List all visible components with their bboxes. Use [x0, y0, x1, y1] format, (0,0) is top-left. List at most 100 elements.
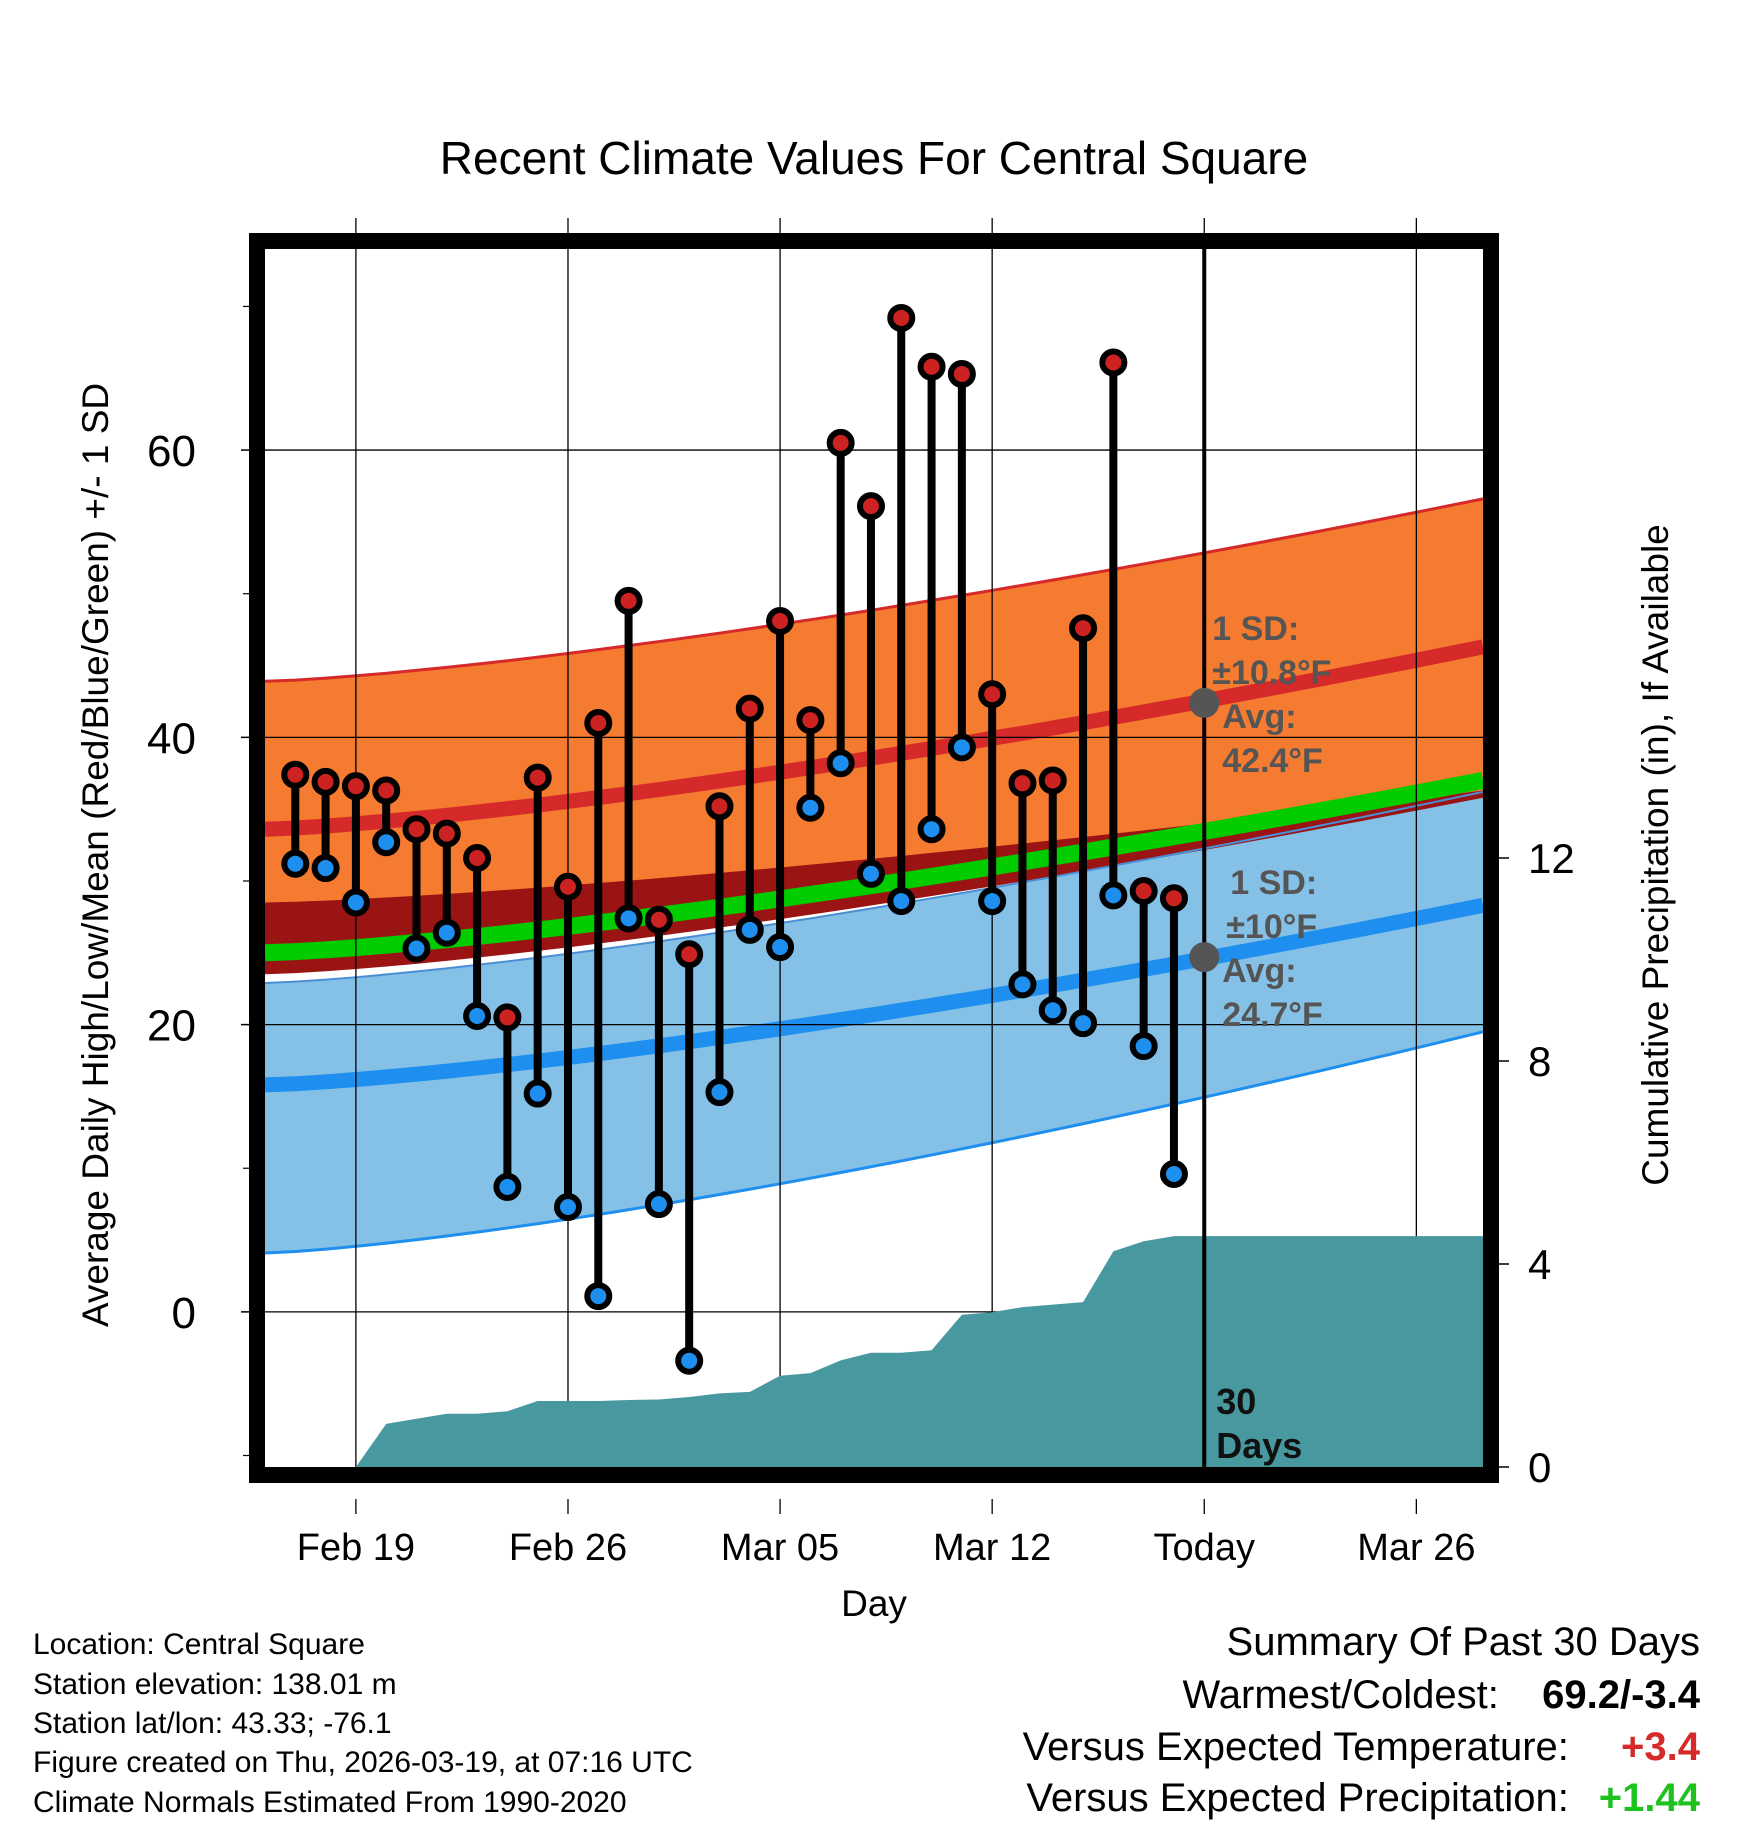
high-point: [493, 1003, 522, 1032]
days-word: Days: [1216, 1425, 1302, 1466]
low-point: [493, 1172, 522, 1201]
low-point: [735, 915, 764, 944]
high-point: [584, 708, 613, 737]
low-point: [917, 815, 946, 844]
high-point: [432, 819, 461, 848]
high-point: [1038, 766, 1067, 795]
y-axis-label: Average Daily High/Low/Mean (Red/Blue/Gr…: [75, 383, 116, 1327]
x-tick-label: Today: [1154, 1527, 1255, 1569]
low-point: [705, 1078, 734, 1107]
high-point: [402, 815, 431, 844]
low-point: [463, 1001, 492, 1030]
summary-title: Summary Of Past 30 Days: [1227, 1620, 1700, 1664]
low-point: [887, 887, 916, 916]
summary-precip-label: Versus Expected Precipitation:: [1026, 1776, 1569, 1820]
low-point: [1008, 970, 1037, 999]
high-avg-value: 42.4°F: [1222, 742, 1323, 780]
low-point: [553, 1193, 582, 1222]
y2-axis-label: Cumulative Precipitation (in), If Availa…: [1635, 524, 1676, 1186]
high-avg-marker: [1189, 687, 1220, 718]
high-point: [463, 844, 492, 872]
low-point: [281, 849, 310, 878]
high-point: [978, 680, 1007, 709]
summary-warmest-value: 69.2/-3.4: [1542, 1673, 1700, 1717]
summary-precip-row: Versus Expected Precipitation: +1.44: [1026, 1776, 1700, 1820]
y-tick-label: 20: [147, 1002, 196, 1051]
low-point: [856, 859, 885, 888]
low-point: [1099, 881, 1128, 910]
high-point: [887, 303, 916, 332]
y2-tick-label: 0: [1528, 1444, 1551, 1491]
low-point: [978, 887, 1007, 916]
low-point: [311, 854, 340, 883]
high-avg-label: Avg:: [1222, 698, 1296, 736]
high-point: [1008, 769, 1037, 798]
y-tick-label: 0: [172, 1289, 196, 1338]
y-tick-label: 60: [147, 427, 196, 476]
summary-precip-value: +1.44: [1598, 1776, 1700, 1820]
low-point: [947, 733, 976, 762]
low-point: [1129, 1032, 1158, 1061]
summary-temp-value: +3.4: [1621, 1725, 1700, 1769]
y-tick-label: 40: [147, 714, 196, 763]
high-sd-value: ±10.8°F: [1212, 654, 1331, 692]
info-location: Location: Central Square: [33, 1628, 365, 1661]
x-tick-label: Feb 19: [297, 1527, 415, 1569]
low-sd-label: 1 SD:: [1230, 864, 1317, 902]
info-elevation: Station elevation: 138.01 m: [33, 1668, 397, 1701]
summary-temp-label: Versus Expected Temperature:: [1022, 1725, 1569, 1769]
high-point: [766, 607, 795, 636]
summary-temp-row: Versus Expected Temperature: +3.4: [1023, 1725, 1700, 1769]
low-point: [372, 828, 401, 857]
high-point: [311, 767, 340, 796]
y2-tick-label: 12: [1528, 835, 1575, 882]
low-point: [341, 888, 370, 917]
low-avg-marker: [1189, 942, 1220, 973]
high-point: [553, 872, 582, 901]
summary-warmest-row: Warmest/Coldest: 69.2/-3.4: [1183, 1673, 1701, 1717]
high-sd-label: 1 SD:: [1212, 610, 1299, 648]
x-axis-label: Day: [841, 1583, 907, 1624]
low-point: [826, 749, 855, 778]
x-tick-label: Mar 12: [933, 1527, 1051, 1569]
high-point: [947, 359, 976, 388]
high-point: [1129, 877, 1158, 906]
high-point: [675, 940, 704, 969]
days-number: 30: [1216, 1381, 1256, 1422]
high-point: [614, 586, 643, 615]
info-normals: Climate Normals Estimated From 1990-2020: [33, 1786, 627, 1819]
low-point: [766, 933, 795, 962]
low-point: [1038, 996, 1067, 1025]
high-point: [856, 492, 885, 521]
low-point: [1159, 1159, 1188, 1188]
precipitation-area: [355, 1236, 1483, 1467]
high-point: [341, 772, 370, 801]
low-point: [796, 793, 825, 822]
low-sd-lower-line: [265, 1030, 1483, 1255]
y2-tick-label: 8: [1528, 1038, 1551, 1085]
x-tick-label: Mar 05: [721, 1527, 839, 1569]
low-point: [584, 1282, 613, 1311]
high-point: [735, 694, 764, 723]
high-point: [281, 760, 310, 789]
high-point: [1069, 614, 1098, 643]
low-point: [675, 1346, 704, 1375]
low-avg-value: 24.7°F: [1222, 996, 1323, 1034]
high-point: [1159, 884, 1188, 913]
summary-title-text: Summary Of Past 30 Days: [1226, 1620, 1700, 1664]
high-point: [826, 428, 855, 457]
chart-title: Recent Climate Values For Central Square: [440, 132, 1308, 184]
low-point: [614, 904, 643, 933]
high-point: [705, 792, 734, 821]
low-point: [432, 918, 461, 947]
low-point: [523, 1079, 552, 1108]
low-point: [1069, 1009, 1098, 1038]
summary-warmest-label: Warmest/Coldest:: [1182, 1673, 1499, 1717]
high-point: [644, 905, 673, 934]
high-point: [917, 352, 946, 381]
info-latlon: Station lat/lon: 43.33; -76.1: [33, 1707, 392, 1740]
high-point: [523, 763, 552, 792]
low-sd-upper-line: [265, 790, 1483, 984]
low-point: [402, 934, 431, 963]
